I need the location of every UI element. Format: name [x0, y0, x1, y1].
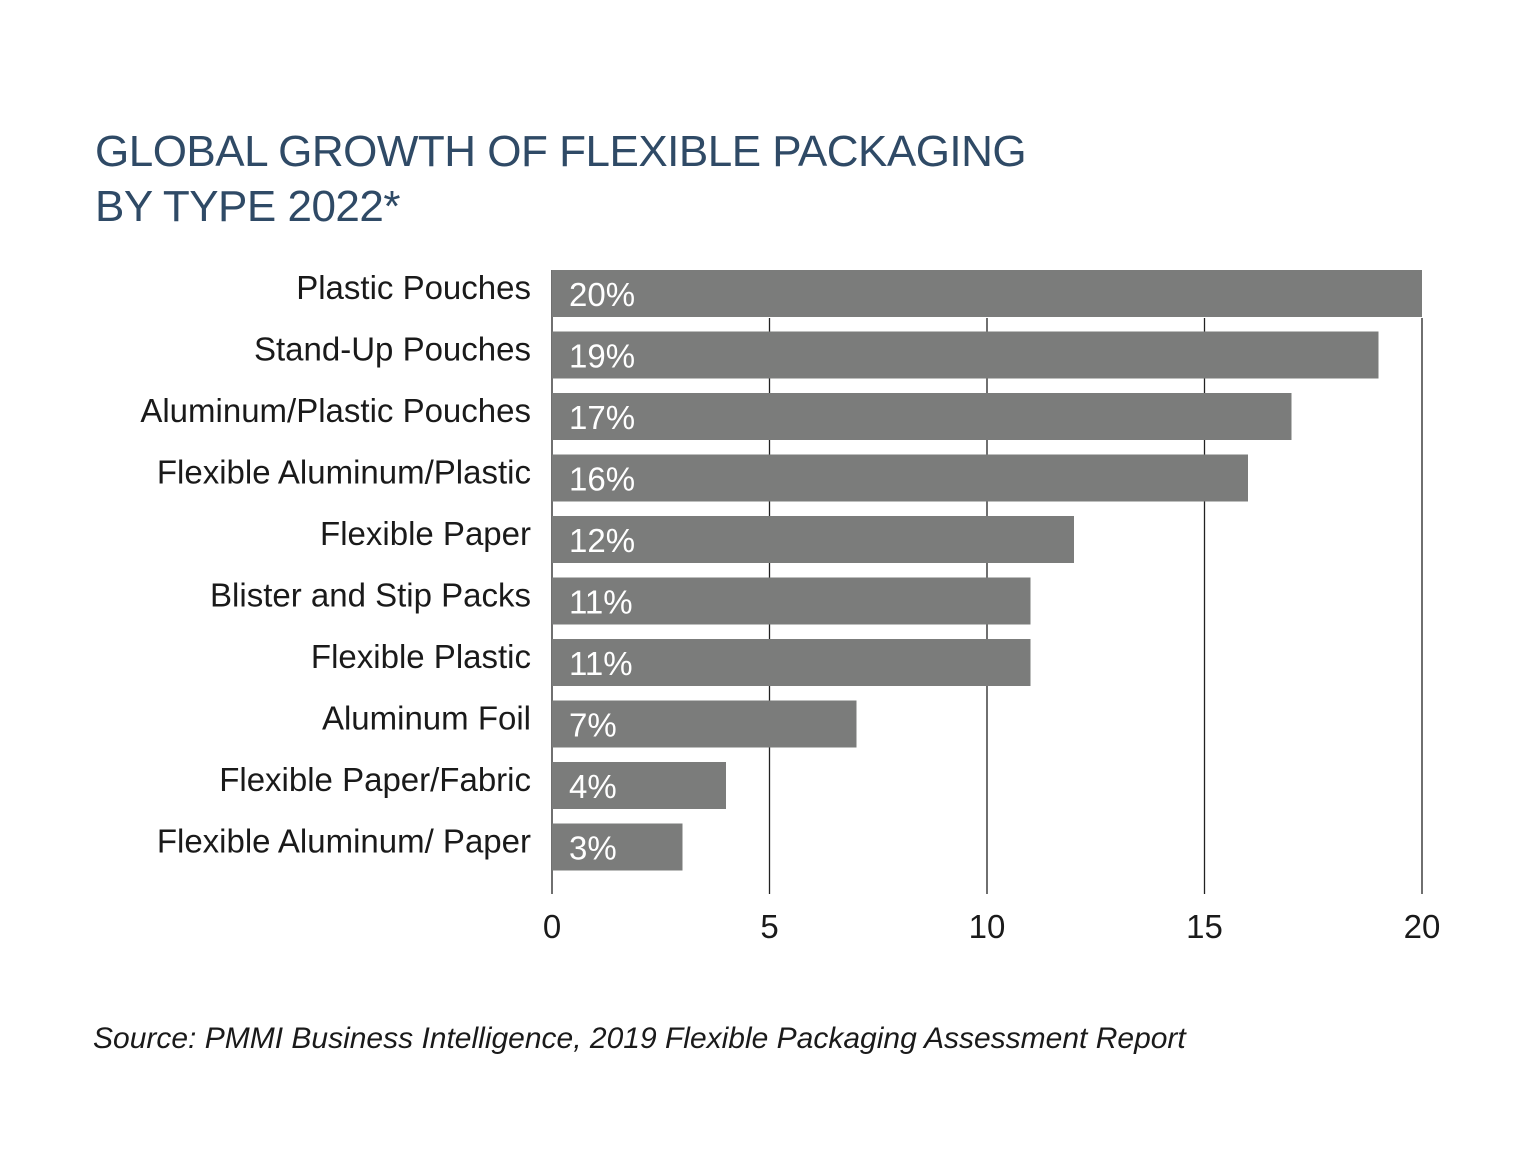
bar-chart: Plastic Pouches Stand-Up Pouches Aluminum/… [140, 269, 1441, 945]
category-label-2: Aluminum/Plastic Pouches [140, 392, 531, 429]
x-tick-label-20: 20 [1404, 908, 1441, 945]
x-axis: 0 5 10 15 20 [543, 908, 1441, 945]
data-label-6: 11% [569, 645, 633, 682]
source-note: Source: PMMI Business Intelligence, 2019… [93, 1022, 1186, 1055]
data-label-2: 17% [569, 399, 635, 436]
data-label-0: 20% [569, 276, 635, 313]
bar-9 [552, 823, 683, 871]
category-label-1: Stand-Up Pouches [254, 331, 531, 368]
value-labels: 20% 19% 17% 16% 12% 11% 11% 7% 4% 3% [569, 276, 635, 867]
category-label-4: Flexible Paper [320, 515, 531, 552]
bar-2 [552, 393, 1292, 440]
bar-4 [552, 516, 1074, 563]
category-label-9: Flexible Aluminum/ Paper [157, 823, 531, 860]
x-tick-label-10: 10 [969, 908, 1006, 945]
x-tick-label-15: 15 [1186, 908, 1223, 945]
category-label-8: Flexible Paper/Fabric [219, 761, 531, 798]
chart-title-line-2: BY TYPE 2022* [95, 182, 400, 231]
category-labels: Plastic Pouches Stand-Up Pouches Aluminum/… [140, 269, 531, 860]
bar-3 [552, 454, 1248, 502]
category-label-3: Flexible Aluminum/Plastic [157, 454, 531, 491]
data-label-4: 12% [569, 522, 635, 559]
bar-1 [552, 331, 1379, 379]
bar-7 [552, 700, 857, 748]
bar-0 [552, 270, 1422, 317]
chart-title-line-1: GLOBAL GROWTH OF FLEXIBLE PACKAGING [95, 127, 1027, 176]
bar-6 [552, 639, 1031, 686]
bar-5 [552, 577, 1031, 625]
chart-title: GLOBAL GROWTH OF FLEXIBLE PACKAGING BY T… [95, 124, 1027, 234]
data-label-8: 4% [569, 768, 617, 805]
data-label-7: 7% [569, 707, 617, 744]
category-label-7: Aluminum Foil [322, 700, 531, 737]
category-label-5: Blister and Stip Packs [210, 577, 531, 614]
data-label-3: 16% [569, 461, 635, 498]
data-label-9: 3% [569, 830, 617, 867]
data-label-1: 19% [569, 338, 635, 375]
x-tick-label-0: 0 [543, 908, 561, 945]
x-tick-label-5: 5 [760, 908, 778, 945]
bars [552, 270, 1422, 871]
data-label-5: 11% [569, 584, 633, 621]
category-label-0: Plastic Pouches [296, 269, 531, 306]
bar-8 [552, 762, 726, 809]
category-label-6: Flexible Plastic [311, 638, 531, 675]
